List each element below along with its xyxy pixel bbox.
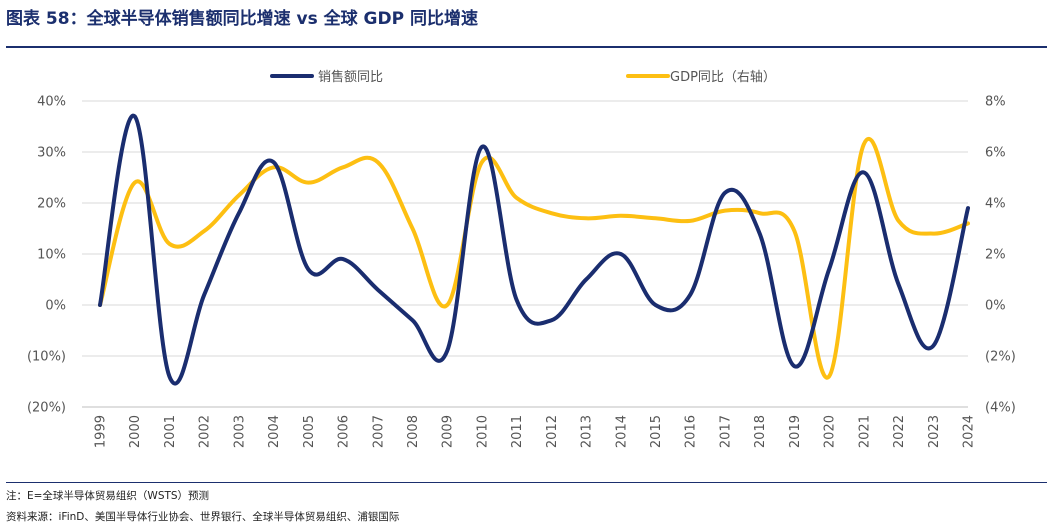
x-tick-label: 2018: [753, 415, 768, 448]
x-tick-label: 2017: [718, 415, 733, 448]
x-tick-label: 2024: [962, 415, 977, 448]
x-tick-label: 2009: [441, 415, 456, 448]
left-tick-label: (10%): [27, 350, 66, 365]
footnote: 注：E=全球半导体贸易组织（WSTS）预测: [6, 490, 210, 502]
x-tick-label: 2010: [475, 415, 490, 448]
x-tick-label: 2003: [232, 415, 247, 448]
x-tick-label: 2004: [267, 415, 282, 448]
series-line-sales: [98, 114, 970, 386]
left-tick-label: 10%: [37, 248, 66, 263]
chart-title: 图表 58：全球半导体销售额同比增速 vs 全球 GDP 同比增速: [6, 9, 478, 29]
x-tick-label: 2005: [302, 415, 317, 448]
x-tick-label: 2007: [371, 415, 386, 448]
footer-divider: [6, 482, 1047, 483]
left-axis-ticks: (20%) (10%) 0% 10% 20% 30% 40%: [27, 95, 66, 416]
x-tick-label: 2001: [163, 415, 178, 448]
left-tick-label: 30%: [37, 146, 66, 161]
x-axis-ticks: 1999 2000 2001 2002 2003 2004 2005 2006 2007 2008…: [94, 415, 977, 448]
x-tick-label: 2000: [128, 415, 143, 448]
x-tick-label: 2013: [580, 415, 595, 448]
x-tick-label: 2012: [545, 415, 560, 448]
x-tick-label: 2006: [337, 415, 352, 448]
right-tick-label: 8%: [985, 95, 1006, 110]
x-tick-label: 1999: [94, 415, 109, 448]
x-tick-label: 2021: [857, 415, 872, 448]
x-tick-label: 2019: [788, 415, 803, 448]
x-tick-label: 2011: [510, 415, 525, 448]
right-tick-label: 6%: [985, 146, 1006, 161]
x-tick-label: 2015: [649, 415, 664, 448]
right-axis-ticks: (4%) (2%) 0% 2% 4% 6% 8%: [985, 95, 1016, 416]
right-tick-label: 4%: [985, 197, 1006, 212]
left-tick-label: 0%: [45, 299, 66, 314]
title-underline: [6, 46, 1047, 48]
left-tick-label: 40%: [37, 95, 66, 110]
right-tick-label: (2%): [985, 350, 1016, 365]
legend: 销售额同比 GDP同比（右轴）: [270, 69, 776, 85]
x-tick-label: 2020: [823, 415, 838, 448]
right-tick-label: (4%): [985, 401, 1016, 416]
right-tick-label: 0%: [985, 299, 1006, 314]
series-lines: [98, 114, 970, 386]
series-line-gdp: [98, 137, 970, 380]
left-tick-label: 20%: [37, 197, 66, 212]
x-tick-label: 2023: [927, 415, 942, 448]
x-tick-label: 2016: [684, 415, 699, 448]
legend-label-sales: 销售额同比: [318, 69, 383, 85]
x-tick-label: 2022: [892, 415, 907, 448]
x-tick-label: 2014: [614, 415, 629, 448]
left-tick-label: (20%): [27, 401, 66, 416]
legend-label-gdp: GDP同比（右轴）: [670, 70, 776, 85]
x-tick-label: 2008: [406, 415, 421, 448]
line-chart: (20%) (10%) 0% 10% 20% 30% 40% (4%) (2%) 0% 2% 4% 6…: [27, 69, 1016, 448]
right-tick-label: 2%: [985, 248, 1006, 263]
source-note: 资料来源：iFinD、美国半导体行业协会、世界银行、全球半导体贸易组织、浦银国际: [6, 511, 400, 523]
x-tick-label: 2002: [198, 415, 213, 448]
